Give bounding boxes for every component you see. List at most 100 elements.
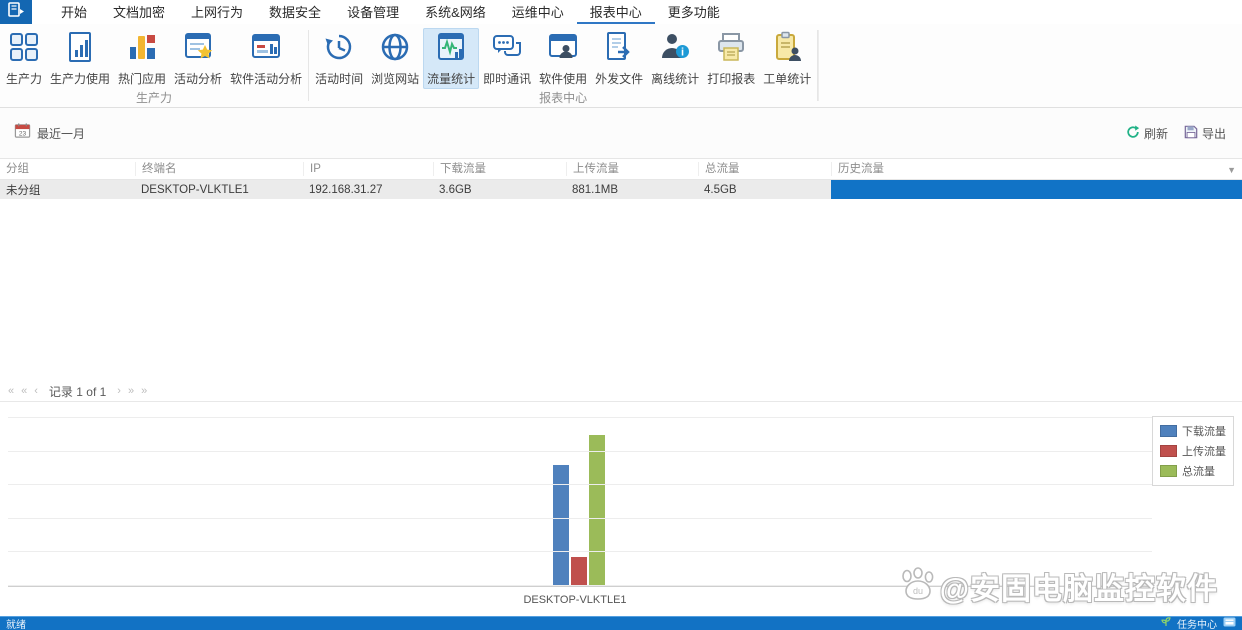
export-label: 导出 — [1201, 126, 1226, 141]
date-filter[interactable]: 最近一月 — [37, 126, 86, 141]
column-header-history[interactable]: 历史流量 ▼ — [831, 162, 1242, 176]
ribbon-button-label: 流量统计 — [427, 72, 476, 86]
chart-gridline — [8, 450, 1152, 452]
chart-bar-series-2 — [589, 435, 605, 586]
column-header-history-label: 历史流量 — [838, 163, 884, 175]
outgoing-files-button[interactable]: 外发文件 — [591, 28, 647, 89]
app-menu-button[interactable] — [0, 0, 32, 24]
svg-text:23: 23 — [19, 131, 27, 138]
legend-swatch-download — [1160, 425, 1177, 437]
ribbon-group-productivity: 生产力 生产力使用 热门应用 活动分析 软件活动分析 — [0, 24, 308, 107]
bar-group — [553, 435, 605, 586]
chart-bar-series-1 — [571, 557, 587, 586]
cell-group: 未分组 — [6, 184, 41, 197]
activity-time-icon — [323, 31, 355, 66]
cell-ip: 192.168.31.27 — [309, 183, 383, 196]
svg-text:i: i — [681, 47, 684, 59]
activity-time-button[interactable]: 活动时间 — [311, 28, 367, 89]
prev-page-icon[interactable]: ‹ — [34, 384, 38, 397]
column-header-total[interactable]: 总流量 — [698, 162, 831, 176]
history-usage-bar — [831, 180, 1242, 199]
table-empty-area — [0, 199, 1242, 381]
instant-messaging-button[interactable]: 即时通讯 — [479, 28, 535, 89]
ribbon-button-label: 活动分析 — [174, 72, 223, 86]
legend-label: 上传流量 — [1182, 446, 1226, 458]
calendar-icon[interactable]: 23 — [14, 122, 31, 144]
last-page-icon[interactable]: » — [141, 384, 148, 397]
task-center-button[interactable]: 任务中心 — [1177, 620, 1217, 630]
fast-prev-icon[interactable]: « — [21, 384, 28, 397]
browse-website-button[interactable]: 浏览网站 — [367, 28, 423, 89]
ribbon-button-label: 生产力使用 — [50, 72, 111, 86]
table-row[interactable]: 未分组 DESKTOP-VLKTLE1 192.168.31.27 3.6GB … — [0, 180, 1242, 199]
column-header-ip[interactable]: IP — [303, 162, 433, 176]
tab-device-management[interactable]: 设备管理 — [347, 4, 400, 20]
tab-more-features[interactable]: 更多功能 — [667, 4, 720, 20]
legend-item-download: 下载流量 — [1160, 423, 1226, 439]
tab-data-security[interactable]: 数据安全 — [269, 4, 322, 20]
productivity-usage-button[interactable]: 生产力使用 — [46, 28, 114, 89]
ribbon-button-label: 工单统计 — [763, 72, 812, 86]
first-page-icon[interactable]: « — [8, 384, 15, 397]
tab-system-network[interactable]: 系统&网络 — [425, 4, 486, 20]
export-button[interactable]: 导出 — [1184, 125, 1226, 142]
ribbon-button-label: 软件使用 — [539, 72, 588, 86]
browse-website-icon — [379, 31, 411, 66]
legend-label: 总流量 — [1182, 466, 1215, 478]
ribbon-button-label: 生产力 — [6, 72, 43, 86]
print-report-button[interactable]: 打印报表 — [703, 28, 759, 89]
tab-doc-encryption[interactable]: 文档加密 — [113, 4, 166, 20]
ribbon-group-separator — [308, 30, 310, 101]
tab-ops-center[interactable]: 运维中心 — [511, 4, 564, 20]
tab-internet-behavior[interactable]: 上网行为 — [191, 4, 244, 20]
hot-apps-button[interactable]: 热门应用 — [114, 28, 170, 89]
chart-legend: 下载流量 上传流量 总流量 — [1152, 416, 1234, 486]
export-save-icon — [1184, 125, 1198, 142]
instant-messaging-icon — [491, 31, 523, 66]
ribbon-group-report-center: 活动时间 浏览网站 流量统计 即时通讯 软件使用 — [309, 24, 817, 107]
record-count-label: 记录 1 of 1 — [48, 384, 107, 399]
refresh-label: 刷新 — [1143, 126, 1168, 141]
cell-upload: 881.1MB — [572, 183, 619, 196]
work-order-button[interactable]: 工单统计 — [759, 28, 815, 89]
traffic-chart: DESKTOP-VLKTLE1 下载流量 上传流量 总流量 — [0, 401, 1242, 616]
traffic-stats-button[interactable]: 流量统计 — [423, 28, 480, 89]
traffic-stats-icon — [435, 31, 467, 66]
status-bar: 就绪 任务中心 — [0, 616, 1242, 630]
status-ready-label: 就绪 — [6, 620, 26, 630]
productivity-button[interactable]: 生产力 — [2, 28, 46, 89]
next-page-icon[interactable]: › — [117, 384, 121, 397]
productivity-grid-icon — [8, 31, 40, 66]
column-header-upload[interactable]: 上传流量 — [566, 162, 698, 176]
tab-report-center[interactable]: 报表中心 — [576, 0, 655, 24]
legend-swatch-upload — [1160, 445, 1177, 457]
software-activity-button[interactable]: 软件活动分析 — [226, 28, 306, 89]
column-header-terminal[interactable]: 终端名 — [135, 162, 303, 176]
tab-start[interactable]: 开始 — [61, 4, 88, 20]
legend-swatch-total — [1160, 465, 1177, 477]
ribbon-group-label-report-center: 报表中心 — [539, 91, 588, 105]
filter-bar: 23 最近一月 刷新 导出 — [0, 108, 1242, 158]
offline-stats-icon: i — [659, 31, 691, 66]
ribbon-button-label: 活动时间 — [315, 72, 364, 86]
chart-gridline — [8, 585, 1152, 586]
column-header-download[interactable]: 下载流量 — [433, 162, 566, 176]
offline-stats-button[interactable]: i 离线统计 — [647, 28, 703, 89]
ribbon-button-label: 浏览网站 — [371, 72, 420, 86]
software-usage-button[interactable]: 软件使用 — [535, 28, 591, 89]
chart-plot — [8, 417, 1152, 587]
work-order-icon — [771, 31, 803, 66]
column-options-icon[interactable]: ▼ — [1227, 165, 1236, 175]
table-header: 分组 终端名 IP 下载流量 上传流量 总流量 历史流量 ▼ — [0, 158, 1242, 180]
ribbon: 生产力 生产力使用 热门应用 活动分析 软件活动分析 — [0, 24, 1242, 108]
fast-next-icon[interactable]: » — [127, 384, 135, 397]
hot-apps-icon — [126, 31, 158, 66]
software-usage-icon — [547, 31, 579, 66]
legend-label: 下载流量 — [1182, 426, 1226, 438]
column-header-group[interactable]: 分组 — [6, 163, 29, 175]
activity-analysis-button[interactable]: 活动分析 — [170, 28, 226, 89]
chart-bar-series-0 — [553, 465, 569, 586]
menu-bar: 开始 文档加密 上网行为 数据安全 设备管理 系统&网络 运维中心 报表中心 更… — [0, 0, 1242, 24]
taskbar-window-icon[interactable] — [1223, 617, 1236, 630]
refresh-button[interactable]: 刷新 — [1126, 124, 1168, 142]
